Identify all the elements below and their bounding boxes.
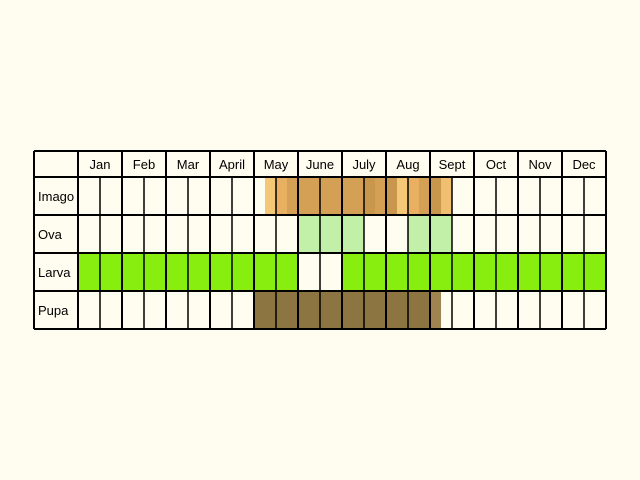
month-label: Aug [396, 157, 419, 172]
stage-label: Ova [38, 227, 63, 242]
stage-segment-imago [287, 177, 298, 215]
stage-label: Imago [38, 189, 74, 204]
month-label: Jan [90, 157, 111, 172]
stage-segment-imago [386, 177, 397, 215]
stage-segment-imago [430, 177, 441, 215]
stage-segment-imago [397, 177, 408, 215]
month-label: Feb [133, 157, 155, 172]
stage-segment-pupa [430, 291, 441, 329]
month-label: Sept [439, 157, 466, 172]
month-label: Mar [177, 157, 200, 172]
stage-segment-imago [408, 177, 419, 215]
month-label: June [306, 157, 334, 172]
month-label: July [352, 157, 376, 172]
stage-segment-imago [419, 177, 430, 215]
stage-label: Larva [38, 265, 71, 280]
month-label: May [264, 157, 289, 172]
stage-segment-imago [265, 177, 276, 215]
month-label: April [219, 157, 245, 172]
stage-segment-imago [320, 177, 342, 215]
month-label: Nov [528, 157, 552, 172]
stage-segment-imago [298, 177, 320, 215]
stage-segment-ova [298, 215, 364, 253]
stage-label: Pupa [38, 303, 69, 318]
stage-segment-imago [364, 177, 375, 215]
month-label: Oct [486, 157, 507, 172]
stage-segment-imago [375, 177, 386, 215]
stage-segment-imago [342, 177, 364, 215]
stage-segment-imago [441, 177, 452, 215]
stage-segment-imago [276, 177, 287, 215]
month-label: Dec [572, 157, 596, 172]
